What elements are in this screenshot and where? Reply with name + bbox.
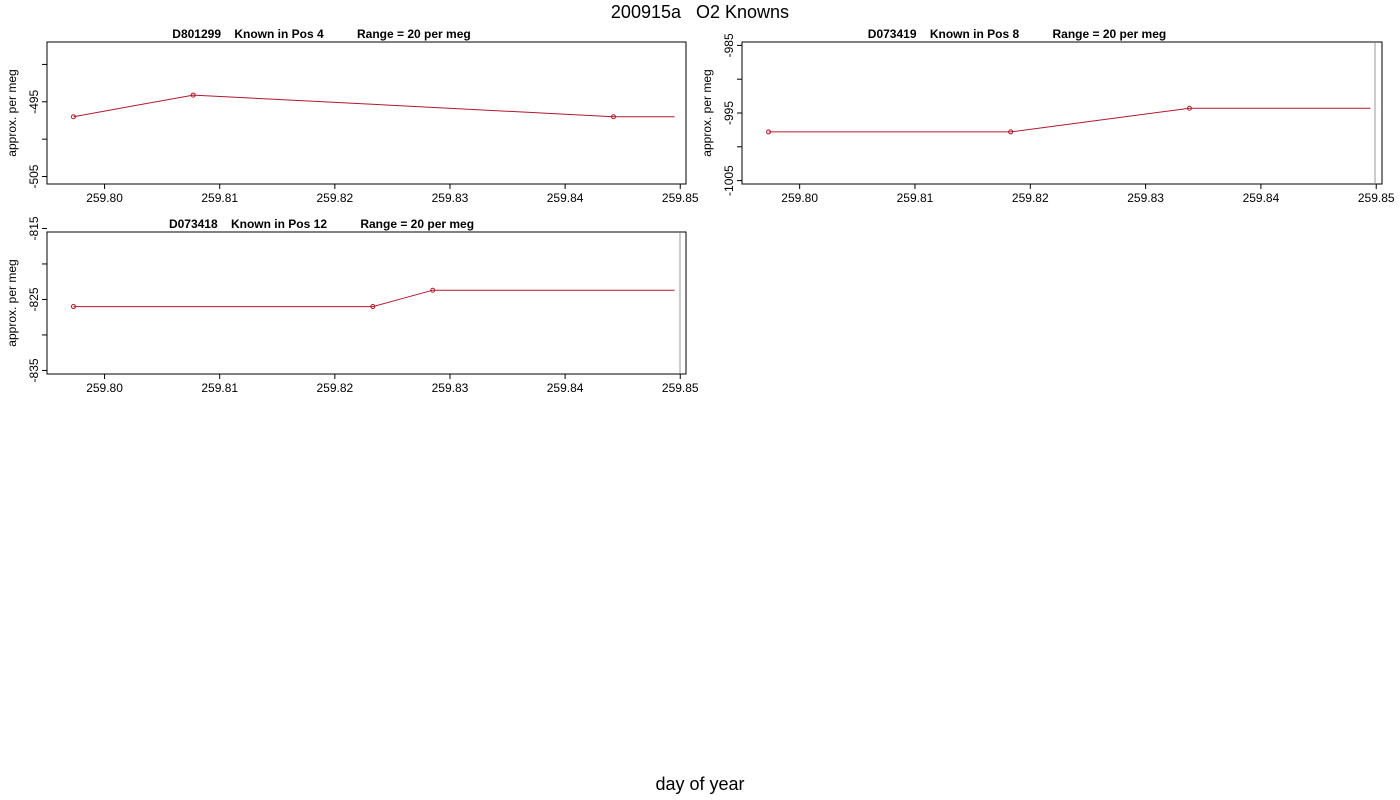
x-tick-label: 259.80 xyxy=(86,381,123,395)
data-point xyxy=(70,114,76,120)
x-tick-label: 259.80 xyxy=(86,191,123,205)
y-tick-label: -815 xyxy=(27,216,41,240)
data-point xyxy=(610,114,616,120)
x-axis-label: day of year xyxy=(655,774,745,794)
data-point xyxy=(430,287,436,293)
chart-panel-d073418: D073418 Known in Pos 12 Range = 20 per m… xyxy=(5,216,699,395)
data-point xyxy=(190,92,196,98)
x-tick-label: 259.84 xyxy=(1243,191,1280,205)
chart-panel-d073419: D073419 Known in Pos 8 Range = 20 per me… xyxy=(700,27,1395,205)
panel-title: D073418 Known in Pos 12 Range = 20 per m… xyxy=(169,217,474,231)
x-tick-label: 259.85 xyxy=(1358,191,1395,205)
x-tick-label: 259.82 xyxy=(316,381,353,395)
y-tick-label: -1005 xyxy=(722,165,736,196)
series-line xyxy=(768,107,1371,133)
x-tick-label: 259.83 xyxy=(1127,191,1164,205)
chart-panel-d801299: D801299 Known in Pos 4 Range = 20 per me… xyxy=(5,27,699,205)
y-tick-label: -495 xyxy=(27,89,41,113)
y-axis-label: approx. per meg xyxy=(700,69,714,156)
data-point xyxy=(1186,105,1192,111)
plot-frame xyxy=(741,41,1383,185)
x-tick-label: 259.85 xyxy=(662,381,699,395)
plot-frame xyxy=(46,41,687,185)
y-tick-label: -825 xyxy=(27,287,41,311)
x-tick-label: 259.85 xyxy=(662,191,699,205)
y-axis-label: approx. per meg xyxy=(5,69,19,156)
y-axis-label: approx. per meg xyxy=(5,259,19,346)
series-line xyxy=(73,94,675,118)
x-tick-label: 259.81 xyxy=(201,381,238,395)
x-tick-label: 259.81 xyxy=(201,191,238,205)
x-tick-label: 259.81 xyxy=(897,191,934,205)
y-tick-label: -995 xyxy=(722,101,736,125)
x-tick-label: 259.84 xyxy=(547,381,584,395)
page-title: 200915a O2 Knowns xyxy=(610,2,790,22)
y-tick-label: -505 xyxy=(27,164,41,188)
data-point xyxy=(766,129,772,135)
data-point xyxy=(370,304,376,310)
data-point xyxy=(1008,129,1014,135)
panel-title: D073419 Known in Pos 8 Range = 20 per me… xyxy=(868,27,1166,41)
x-tick-label: 259.84 xyxy=(547,191,584,205)
x-tick-label: 259.80 xyxy=(781,191,818,205)
plot-frame xyxy=(46,231,687,375)
y-tick-label: -835 xyxy=(27,358,41,382)
y-tick-label: -985 xyxy=(722,33,736,57)
x-tick-label: 259.82 xyxy=(316,191,353,205)
x-tick-label: 259.82 xyxy=(1012,191,1049,205)
x-tick-label: 259.83 xyxy=(432,191,469,205)
panel-title: D801299 Known in Pos 4 Range = 20 per me… xyxy=(172,27,470,41)
series-line xyxy=(73,289,675,308)
x-tick-label: 259.83 xyxy=(432,381,469,395)
data-point xyxy=(70,304,76,310)
